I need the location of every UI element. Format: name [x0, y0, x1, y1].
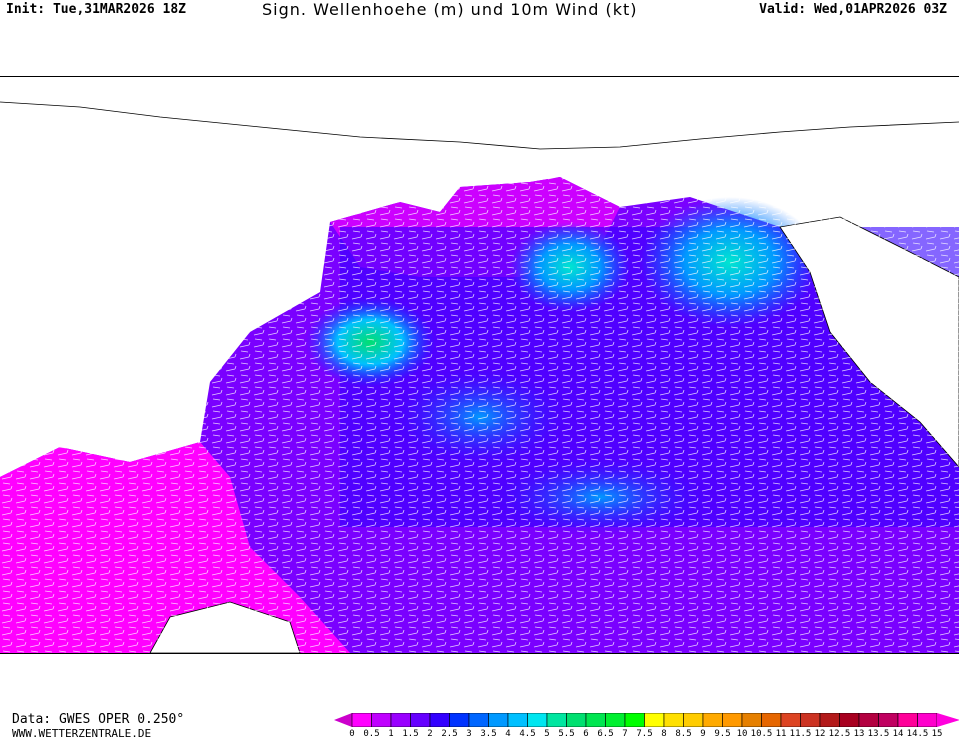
colorbar-label: 15	[931, 729, 943, 739]
arctic-coastline	[0, 101, 959, 150]
colorbar-segment	[410, 713, 431, 727]
colorbar-segment	[488, 713, 509, 727]
colorbar-under-arrow	[334, 713, 352, 727]
colorbar-label: 13	[853, 729, 865, 739]
colorbar-segment	[722, 713, 743, 727]
colorbar-segment	[527, 713, 548, 727]
colorbar-segment	[585, 713, 606, 727]
colorbar-label: 10.5	[750, 729, 773, 739]
colorbar-label: 11.5	[789, 729, 812, 739]
colorbar-segment	[761, 713, 782, 727]
colorbar-label: 7.5	[636, 729, 653, 739]
wave-height-map	[0, 76, 959, 654]
colorbar-over-arrow	[937, 713, 959, 727]
colorbar-segment	[800, 713, 821, 727]
colorbar-label: 10	[736, 729, 748, 739]
colorbar-label: 12	[814, 729, 826, 739]
valid-time: Valid: Wed,01APR2026 03Z	[759, 2, 947, 17]
colorbar-label: 8.5	[675, 729, 692, 739]
colorbar-segment	[624, 713, 645, 727]
colorbar	[334, 713, 959, 727]
colorbar-label: 6	[583, 729, 589, 739]
colorbar-segment	[683, 713, 704, 727]
colorbar-label: 3.5	[480, 729, 497, 739]
colorbar-segment	[897, 713, 918, 727]
colorbar-label: 4	[505, 729, 511, 739]
colorbar-label: 2	[427, 729, 433, 739]
colorbar-label: 8	[661, 729, 667, 739]
colorbar-segment	[917, 713, 938, 727]
colorbar-label: 2.5	[441, 729, 458, 739]
colorbar-label: 9	[700, 729, 706, 739]
map-title: Sign. Wellenhoehe (m) und 10m Wind (kt)	[262, 0, 638, 19]
colorbar-segment	[390, 713, 411, 727]
colorbar-segment	[351, 713, 372, 727]
colorbar-segment	[858, 713, 879, 727]
colorbar-label: 3	[466, 729, 472, 739]
colorbar-segment	[819, 713, 840, 727]
colorbar-label: 4.5	[519, 729, 536, 739]
colorbar-segment	[546, 713, 567, 727]
colorbar-segment	[566, 713, 587, 727]
colorbar-label: 1	[388, 729, 394, 739]
colorbar-segment	[449, 713, 470, 727]
colorbar-segment	[371, 713, 392, 727]
colorbar-segment	[468, 713, 489, 727]
colorbar-segment	[741, 713, 762, 727]
init-time: Init: Tue,31MAR2026 18Z	[6, 2, 187, 17]
colorbar-segment	[839, 713, 860, 727]
colorbar-label: 14.5	[906, 729, 929, 739]
colorbar-segment	[663, 713, 684, 727]
data-source: Data: GWES OPER 0.250°	[12, 712, 185, 727]
colorbar-label: 5.5	[558, 729, 575, 739]
colorbar-segment	[605, 713, 626, 727]
colorbar-segment	[878, 713, 899, 727]
colorbar-labels: 0 0.5 1 1.5 2 2.5 3 3.5 4 4.5 5 5.5 6 6.5 7 7.5 8 8.5 9 9.5…	[334, 729, 959, 741]
colorbar-label: 9.5	[714, 729, 731, 739]
colorbar-label: 14	[892, 729, 904, 739]
colorbar-segment	[702, 713, 723, 727]
website: WWW.WETTERZENTRALE.DE	[12, 727, 152, 740]
colorbar-segment	[644, 713, 665, 727]
colorbar-label: 7	[622, 729, 628, 739]
colorbar-segment	[429, 713, 450, 727]
wind-barbs	[0, 77, 959, 653]
colorbar-label: 11	[775, 729, 787, 739]
colorbar-label: 13.5	[867, 729, 890, 739]
colorbar-label: 0	[349, 729, 355, 739]
colorbar-label: 5	[544, 729, 550, 739]
colorbar-segment	[507, 713, 528, 727]
colorbar-label: 1.5	[402, 729, 419, 739]
colorbar-label: 6.5	[597, 729, 614, 739]
colorbar-label: 0.5	[363, 729, 380, 739]
colorbar-label: 12.5	[828, 729, 851, 739]
colorbar-segment	[780, 713, 801, 727]
